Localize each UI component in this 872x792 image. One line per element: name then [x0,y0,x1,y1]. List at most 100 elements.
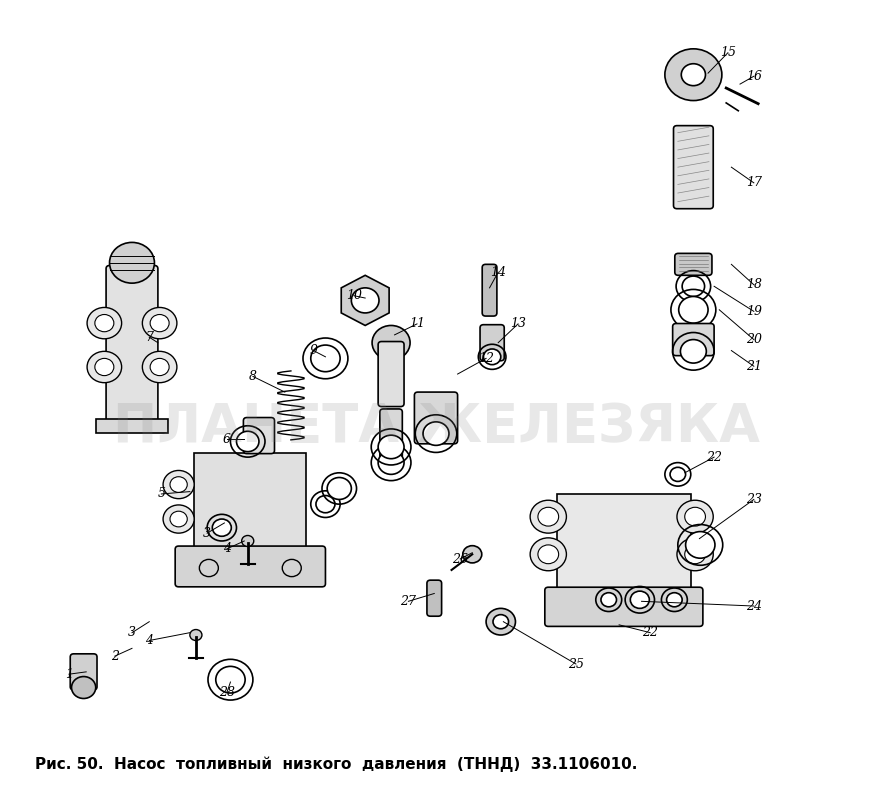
FancyBboxPatch shape [672,323,714,356]
Text: 15: 15 [720,46,736,59]
Text: 22: 22 [642,626,658,639]
Circle shape [150,359,169,375]
Circle shape [681,63,705,86]
Circle shape [680,340,706,363]
Text: 26: 26 [453,553,468,565]
Circle shape [163,505,194,533]
Circle shape [87,352,121,383]
FancyBboxPatch shape [482,265,497,316]
Text: 21: 21 [746,360,762,373]
Text: 2: 2 [111,649,119,663]
Text: 6: 6 [223,432,231,446]
Circle shape [530,538,567,571]
Text: 7: 7 [146,331,153,344]
Text: 11: 11 [409,318,425,330]
Text: 3: 3 [203,527,211,539]
Circle shape [95,314,114,332]
Circle shape [678,296,708,323]
Circle shape [190,630,202,641]
Circle shape [682,276,705,296]
FancyBboxPatch shape [675,253,712,276]
Text: ПЛАНЕТА ЖЕЛЕЗЯКА: ПЛАНЕТА ЖЕЛЕЗЯКА [112,402,760,453]
Text: 24: 24 [746,600,762,612]
Circle shape [215,666,245,693]
Text: 12: 12 [478,352,494,365]
Circle shape [316,496,335,512]
Text: Рис. 50.  Насос  топливный  низкого  давления  (ТННД)  33.1106010.: Рис. 50. Насос топливный низкого давлени… [35,756,637,772]
Circle shape [685,531,715,558]
Text: 22: 22 [706,451,722,463]
Text: 1: 1 [65,668,73,680]
Text: 14: 14 [490,265,506,279]
Bar [96,419,168,433]
Circle shape [110,242,154,284]
FancyBboxPatch shape [106,265,158,425]
FancyBboxPatch shape [414,392,458,444]
Circle shape [423,422,449,445]
Circle shape [530,501,567,533]
Text: 13: 13 [510,318,526,330]
Circle shape [236,432,259,451]
Text: 19: 19 [746,305,762,318]
FancyBboxPatch shape [545,587,703,626]
FancyBboxPatch shape [480,325,504,360]
Polygon shape [341,276,389,326]
Text: 4: 4 [146,634,153,647]
Text: 5: 5 [157,487,166,501]
Text: 18: 18 [746,278,762,291]
Circle shape [666,592,682,607]
Text: 3: 3 [128,626,136,639]
Text: 25: 25 [568,657,584,671]
Circle shape [95,359,114,375]
FancyBboxPatch shape [673,126,713,209]
Bar [194,453,306,550]
Circle shape [677,538,713,571]
Circle shape [87,307,121,339]
Circle shape [664,49,722,101]
Circle shape [142,307,177,339]
Circle shape [150,314,169,332]
Circle shape [677,501,713,533]
Text: 17: 17 [746,177,762,189]
Circle shape [142,352,177,383]
Circle shape [242,535,254,546]
Circle shape [685,508,705,526]
Circle shape [630,591,650,608]
Circle shape [170,477,187,493]
FancyBboxPatch shape [427,581,441,616]
Circle shape [351,287,379,313]
Circle shape [378,435,404,459]
Circle shape [163,470,194,499]
Circle shape [170,511,187,527]
Circle shape [378,451,404,474]
Circle shape [685,545,705,564]
Text: 8: 8 [249,370,257,383]
Circle shape [670,467,685,482]
Circle shape [212,519,231,536]
Circle shape [483,349,501,364]
FancyBboxPatch shape [378,341,404,406]
Circle shape [72,676,96,699]
Text: 9: 9 [310,344,317,357]
Text: 20: 20 [746,333,762,346]
Text: 10: 10 [346,289,362,303]
Circle shape [372,326,410,360]
Text: 27: 27 [400,595,416,607]
FancyBboxPatch shape [175,546,325,587]
Circle shape [601,592,617,607]
FancyBboxPatch shape [243,417,275,454]
Circle shape [310,345,340,371]
Circle shape [538,545,559,564]
Text: 23: 23 [746,493,762,506]
Circle shape [538,508,559,526]
Bar [557,494,691,592]
Circle shape [486,608,515,635]
FancyBboxPatch shape [380,409,402,459]
Text: 28: 28 [219,686,235,699]
Text: 16: 16 [746,70,762,82]
Circle shape [493,615,508,629]
Text: 4: 4 [223,543,231,555]
Circle shape [327,478,351,500]
FancyBboxPatch shape [71,654,97,690]
Circle shape [463,546,481,563]
